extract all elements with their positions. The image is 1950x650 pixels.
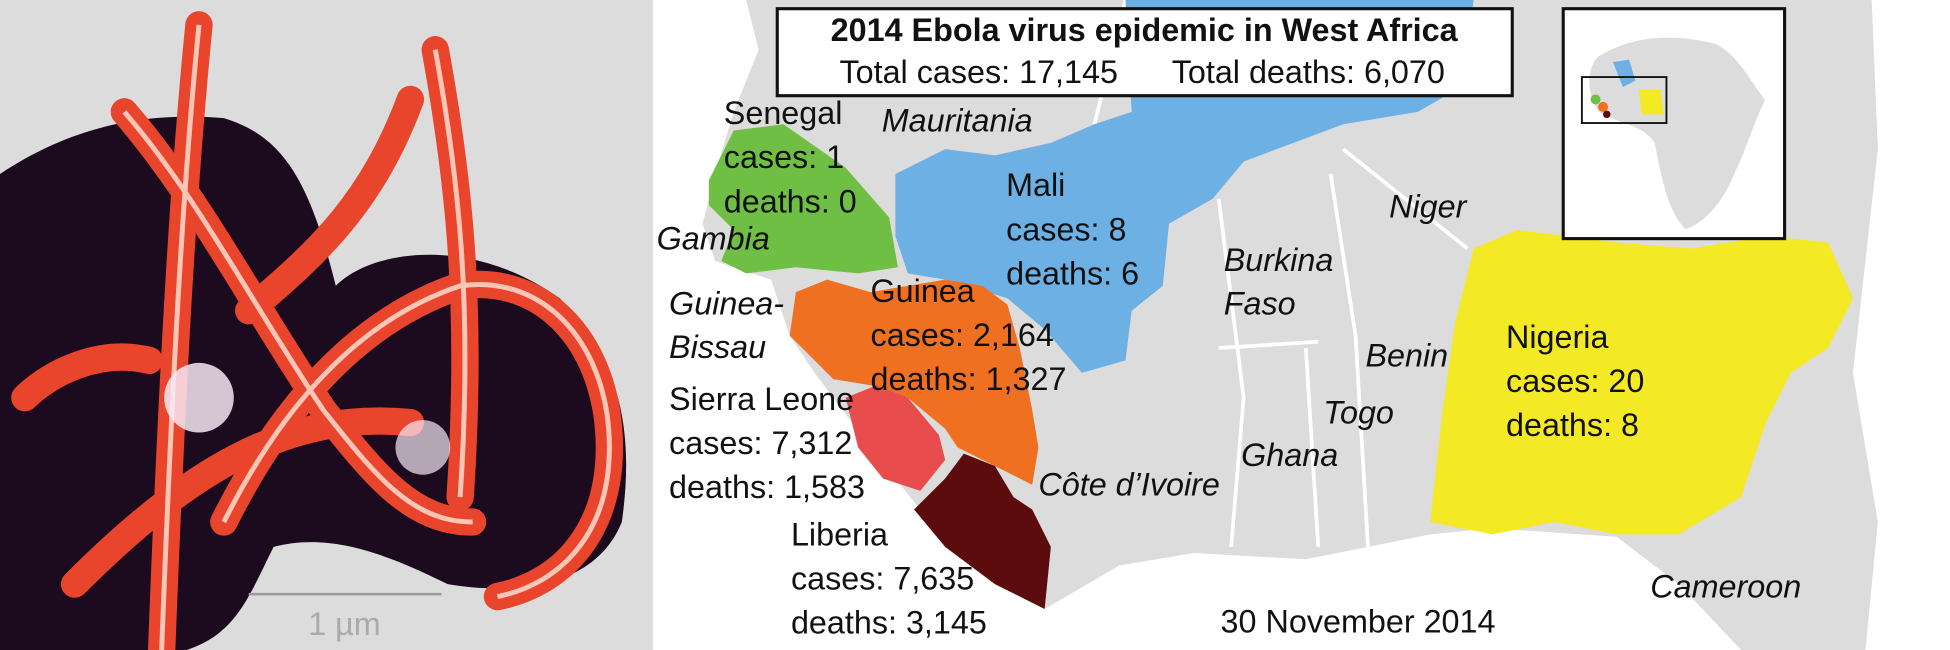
affected-cases: cases: 8 bbox=[1006, 211, 1126, 247]
affected-name: Mali bbox=[1006, 167, 1065, 203]
affected-name: Nigeria bbox=[1506, 319, 1608, 355]
affected-name: Guinea bbox=[871, 273, 975, 309]
country-label: Niger bbox=[1389, 188, 1467, 224]
inset bbox=[1561, 7, 1787, 241]
country-label: Faso bbox=[1224, 285, 1296, 321]
affected-deaths: deaths: 8 bbox=[1506, 407, 1639, 443]
affected-name: Senegal bbox=[724, 95, 843, 131]
affected-name: Liberia bbox=[791, 516, 888, 552]
country-label: Cameroon bbox=[1650, 569, 1801, 605]
total-deaths: Total deaths: 6,070 bbox=[1172, 54, 1445, 90]
country-label: Gambia bbox=[657, 221, 770, 257]
affected-deaths: deaths: 3,145 bbox=[791, 605, 987, 641]
sierra-leone bbox=[845, 385, 946, 491]
affected-deaths: deaths: 1,583 bbox=[669, 469, 865, 505]
affected-deaths: deaths: 0 bbox=[724, 183, 857, 219]
map: 2014 Ebola virus epidemic in West Africa… bbox=[652, 0, 1950, 650]
total-cases: Total cases: 17,145 bbox=[839, 54, 1118, 90]
country-label: Guinea- bbox=[669, 285, 784, 321]
affected-deaths: deaths: 1,327 bbox=[871, 361, 1067, 397]
affected-cases: cases: 20 bbox=[1506, 363, 1644, 399]
affected-cases: cases: 2,164 bbox=[871, 317, 1054, 353]
nigeria bbox=[1430, 229, 1853, 535]
senegal bbox=[708, 124, 898, 274]
country-label: Côte d’Ivoire bbox=[1038, 467, 1219, 503]
affected-cases: cases: 1 bbox=[724, 139, 844, 175]
country-label: Benin bbox=[1365, 337, 1448, 373]
affected-name: Sierra Leone bbox=[669, 381, 854, 417]
affected-deaths: deaths: 6 bbox=[1006, 255, 1139, 291]
country-label: Mauritania bbox=[882, 103, 1033, 139]
affected-cases: cases: 7,312 bbox=[669, 425, 852, 461]
micrograph: 1 µm bbox=[0, 0, 653, 650]
country-label: Ghana bbox=[1241, 437, 1338, 473]
date: 30 November 2014 bbox=[1221, 603, 1496, 639]
guinea bbox=[789, 279, 1039, 485]
country-label: Togo bbox=[1323, 395, 1394, 431]
country-label: Burkina bbox=[1224, 242, 1334, 278]
liberia bbox=[914, 453, 1051, 609]
map-title: 2014 Ebola virus epidemic in West Africa bbox=[831, 12, 1459, 48]
country-label: Bissau bbox=[669, 329, 766, 365]
scale-label: 1 µm bbox=[308, 606, 381, 642]
affected-cases: cases: 7,635 bbox=[791, 561, 974, 597]
title-box bbox=[775, 7, 1514, 98]
